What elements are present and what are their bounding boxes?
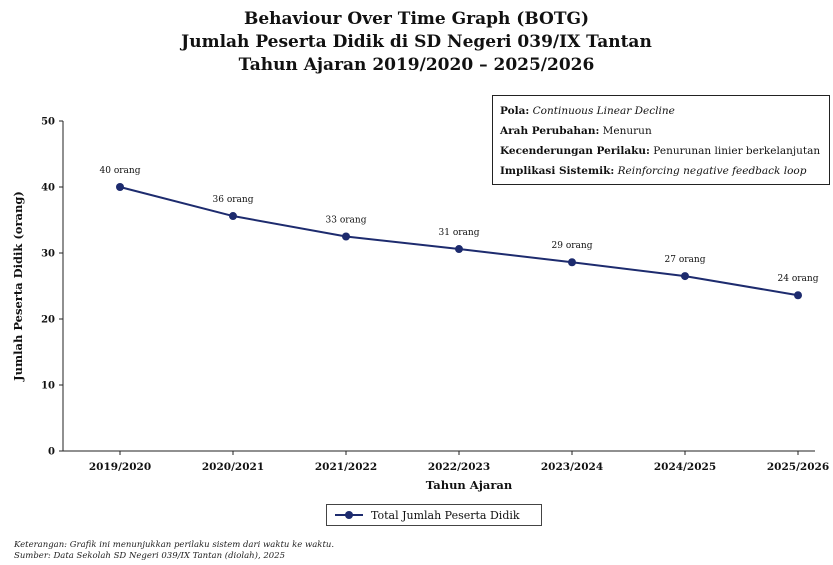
chart-subtitle: Jumlah Peserta Didik di SD Negeri 039/IX…	[181, 32, 652, 52]
x-tick-label: 2023/2024	[541, 461, 603, 473]
chart-title-block: Behaviour Over Time Graph (BOTG) Jumlah …	[0, 8, 833, 77]
data-label: 33 orang	[326, 216, 367, 226]
data-label: 31 orang	[439, 228, 480, 238]
x-tick-label: 2021/2022	[315, 461, 377, 473]
legend-label: Total Jumlah Peserta Didik	[371, 508, 520, 522]
y-tick-label: 0	[48, 447, 55, 458]
y-tick-label: 10	[41, 381, 55, 392]
note-keterangan: Keterangan: Grafik ini menunjukkan peril…	[14, 540, 335, 550]
x-tick-label: 2019/2020	[89, 461, 151, 473]
data-point	[455, 245, 463, 254]
y-tick-label: 50	[41, 117, 55, 128]
data-point	[794, 291, 802, 300]
x-tick-label: 2025/2026	[767, 461, 829, 473]
info-implikasi: Implikasi Sistemik: Reinforcing negative…	[500, 165, 807, 177]
y-tick-label: 20	[41, 315, 55, 326]
data-point	[342, 232, 350, 241]
y-tick-label: 40	[41, 183, 55, 194]
pattern-info-box: Pola: Continuous Linear Decline Arah Per…	[492, 95, 830, 185]
data-label: 36 orang	[213, 195, 254, 205]
data-label: 27 orang	[665, 255, 706, 265]
info-arah: Arah Perubahan: Menurun	[500, 125, 652, 137]
note-sumber: Sumber: Data Sekolah SD Negeri 039/IX Ta…	[14, 551, 285, 561]
x-axis-title: Tahun Ajaran	[426, 478, 513, 492]
data-label: 29 orang	[552, 241, 593, 251]
data-point	[681, 272, 689, 281]
chart-subtitle-years: Tahun Ajaran 2019/2020 – 2025/2026	[238, 55, 595, 75]
x-tick-label: 2020/2021	[202, 461, 264, 473]
y-tick-label: 30	[41, 249, 55, 260]
data-point	[229, 212, 237, 221]
info-pola: Pola: Continuous Linear Decline	[500, 105, 675, 117]
data-label: 24 orang	[778, 274, 819, 284]
data-label: 40 orang	[100, 166, 141, 176]
legend-line-marker-icon	[335, 510, 363, 520]
footnotes: Keterangan: Grafik ini menunjukkan peril…	[14, 540, 334, 562]
data-point	[568, 258, 576, 267]
y-axis-title: Jumlah Peserta Didik (orang)	[11, 191, 25, 382]
data-point	[116, 183, 124, 191]
x-tick-label: 2022/2023	[428, 461, 490, 473]
x-tick-label: 2024/2025	[654, 461, 716, 473]
chart-title: Behaviour Over Time Graph (BOTG)	[243, 9, 590, 29]
info-kecenderungan: Kecenderungan Perilaku: Penurunan linier…	[500, 145, 821, 157]
chart-legend: Total Jumlah Peserta Didik	[326, 504, 542, 526]
